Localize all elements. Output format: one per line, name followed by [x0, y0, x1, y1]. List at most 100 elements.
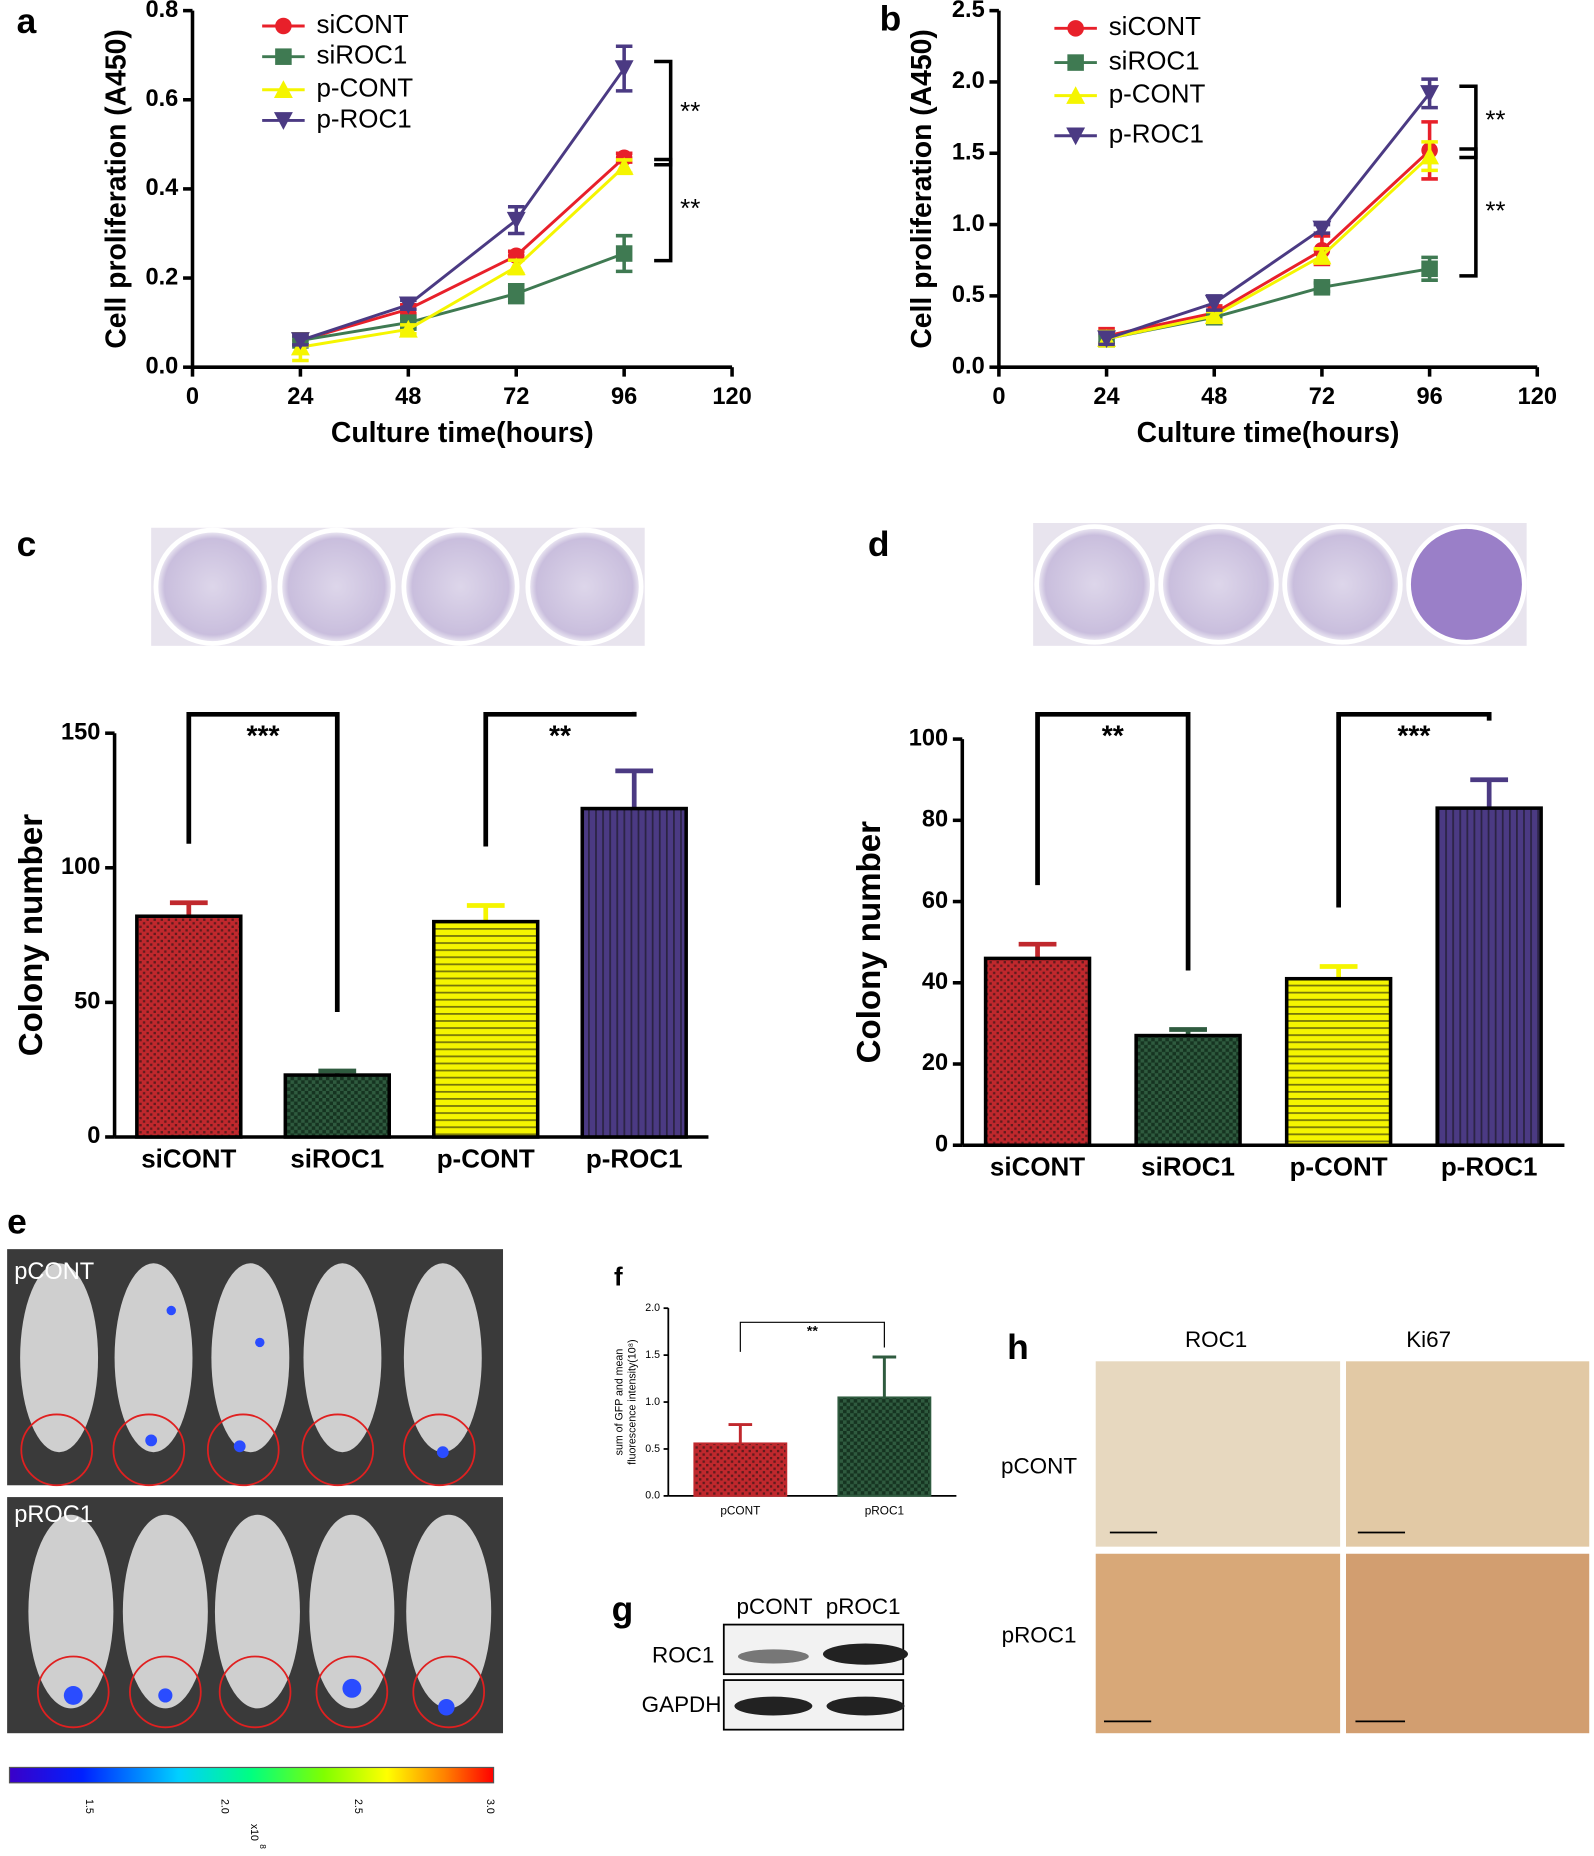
- y-tick-label: 1.5: [645, 1349, 660, 1361]
- marker: [1204, 306, 1224, 325]
- y-tick-label: 0.6: [146, 86, 179, 112]
- x-tick-label: pROC1: [865, 1503, 904, 1517]
- significance-bracket: [1459, 147, 1478, 278]
- y-tick-label: 0.0: [952, 353, 985, 379]
- colorbar-tick: 2.5: [352, 1799, 364, 1814]
- series-line: [1106, 155, 1431, 341]
- y-tick-label: 80: [922, 807, 948, 833]
- colorbar-tick: 3.0: [484, 1799, 496, 1814]
- ihc-images: [1095, 1361, 1590, 1734]
- legend-marker: [1066, 86, 1086, 104]
- marker: [1421, 260, 1438, 278]
- error-bar: [615, 768, 654, 809]
- y-tick-label: 2.0: [952, 68, 985, 94]
- marker: [398, 296, 418, 315]
- y-tick-label: 0.2: [146, 264, 179, 290]
- legend-label: p-CONT: [316, 73, 413, 103]
- marker: [1420, 146, 1440, 165]
- row-label: pROC1: [1002, 1622, 1077, 1647]
- legend-marker: [275, 17, 292, 35]
- significance-bracket: [483, 711, 637, 847]
- series-line: [300, 252, 625, 342]
- x-tick-label: p-ROC1: [586, 1143, 683, 1173]
- y-tick-label: 0.8: [146, 0, 179, 23]
- marker: [1312, 246, 1332, 265]
- significance-label: **: [1102, 720, 1124, 752]
- legend-label: siROC1: [316, 40, 407, 70]
- error-bar: [466, 903, 505, 922]
- y-tick-label: 1.0: [645, 1396, 660, 1408]
- y-tick-label: 150: [61, 719, 100, 745]
- colorbar-tick: 1.5: [83, 1799, 95, 1814]
- x-tick-label: 96: [1416, 384, 1442, 410]
- x-tick-label: p-CONT: [1290, 1152, 1388, 1182]
- significance-label: ***: [247, 720, 280, 752]
- panel-label: a: [17, 1, 37, 41]
- significance-bracket: [739, 1321, 885, 1352]
- marker: [506, 257, 526, 276]
- marker: [614, 60, 634, 79]
- x-tick-label: 120: [1518, 384, 1557, 410]
- y-tick-label: 100: [61, 854, 100, 880]
- marker: [1312, 220, 1332, 239]
- x-tick-label: 72: [503, 384, 529, 410]
- marker: [506, 211, 526, 230]
- x-tick-label: 0: [186, 384, 199, 410]
- bar: [580, 806, 688, 1139]
- error-bar: [169, 900, 208, 917]
- significance-bracket: [654, 157, 673, 263]
- significance-label: **: [680, 193, 700, 223]
- column-label: ROC1: [1185, 1327, 1247, 1352]
- y-tick-label: 1.0: [952, 211, 985, 237]
- x-tick-label: siROC1: [290, 1143, 384, 1173]
- row-label: pROC1: [14, 1502, 93, 1528]
- error-bar: [1470, 777, 1509, 809]
- series-line: [300, 156, 626, 342]
- x-axis-label: Culture time(hours): [331, 417, 594, 449]
- y-tick-label: 2.5: [952, 0, 985, 23]
- bar: [983, 956, 1092, 1148]
- significance-label: **: [1485, 105, 1505, 135]
- marker: [398, 319, 418, 338]
- bar: [693, 1442, 788, 1497]
- legend-marker: [1066, 127, 1086, 146]
- panel-label: b: [880, 0, 902, 39]
- significance-label: ***: [1397, 720, 1430, 752]
- x-tick-label: 24: [1093, 384, 1119, 410]
- y-tick-label: 0.4: [146, 175, 179, 201]
- y-tick-label: 20: [922, 1050, 948, 1076]
- marker: [1313, 279, 1331, 296]
- colorbar-tick: 2.0: [219, 1799, 231, 1814]
- marker: [290, 332, 310, 350]
- series-line: [1106, 92, 1431, 341]
- bar: [1435, 806, 1543, 1148]
- legend-marker: [273, 112, 293, 130]
- y-tick-label: 0: [935, 1131, 948, 1157]
- y-tick-label: 0.5: [952, 282, 985, 308]
- bar: [837, 1396, 932, 1497]
- bar: [283, 1073, 391, 1139]
- x-tick-label: 48: [395, 384, 421, 410]
- significance-label: **: [807, 1324, 819, 1340]
- x-tick-label: 48: [1201, 384, 1227, 410]
- y-axis-label: Colony number: [13, 814, 50, 1056]
- row-label: ROC1: [652, 1642, 714, 1667]
- marker: [507, 285, 525, 302]
- y-tick-label: 0.5: [645, 1443, 660, 1455]
- x-tick-label: pCONT: [720, 1503, 760, 1517]
- significance-bracket: [186, 711, 340, 1012]
- panel-label: d: [868, 524, 890, 564]
- legend-marker: [275, 48, 292, 65]
- significance-label: **: [549, 720, 571, 752]
- y-tick-label: 1.5: [952, 139, 985, 165]
- x-tick-label: 120: [712, 384, 751, 410]
- x-axis-label: Culture time(hours): [1137, 417, 1400, 449]
- y-axis-label: fluorescence intensity(10⁸): [627, 1339, 639, 1464]
- legend-label: p-ROC1: [316, 103, 411, 133]
- legend-label: siCONT: [1109, 11, 1201, 41]
- legend-marker: [1067, 54, 1084, 71]
- column-label: pCONT: [737, 1594, 813, 1619]
- row-label: GAPDH: [642, 1692, 722, 1717]
- significance-bracket: [1336, 711, 1492, 908]
- error-bar: [728, 1423, 753, 1444]
